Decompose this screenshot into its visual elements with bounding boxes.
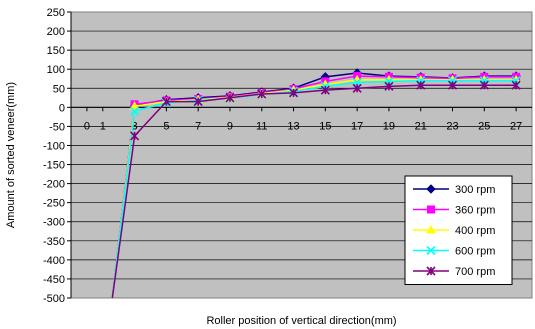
y-tick-label: -150 [43, 160, 65, 172]
legend-item: 360 rpm [413, 205, 495, 217]
data-point [384, 81, 394, 91]
y-tick-label: -450 [43, 274, 65, 286]
series-line [111, 75, 517, 299]
series-lines [111, 68, 521, 299]
y-tick-label: 200 [47, 26, 65, 38]
x-tick-label: 15 [319, 120, 331, 132]
y-tick-label: 150 [47, 45, 65, 57]
x-tick-label: 0 [84, 120, 90, 132]
data-point [257, 89, 267, 99]
legend-label: 400 rpm [455, 225, 495, 237]
legend-item: 400 rpm [413, 224, 495, 237]
y-tick-label: -300 [43, 217, 65, 229]
y-tick-label: 0 [59, 102, 65, 114]
data-point [511, 80, 521, 90]
data-point [130, 106, 140, 116]
x-tick-label: 5 [163, 120, 169, 132]
legend-label: 600 rpm [455, 246, 495, 258]
x-tick-label: 25 [478, 120, 490, 132]
legend: 300 rpm 360 rpm 400 rpm 600 rpm 700 rpm [404, 175, 513, 285]
x-tick-label: 13 [287, 120, 299, 132]
y-tick-label: -50 [49, 121, 65, 133]
data-point [320, 85, 330, 95]
series-5 [111, 80, 521, 299]
legend-item: 600 rpm [413, 246, 495, 258]
legend-item: 700 rpm [413, 266, 495, 278]
y-axis-ticks: -500-450-400-350-300-250-200-150-100-500… [43, 7, 72, 305]
x-tick-label: 3 [132, 120, 138, 132]
x-tick-label: 19 [383, 120, 395, 132]
data-point [352, 83, 362, 93]
data-point [288, 88, 299, 98]
y-tick-label: 250 [47, 7, 65, 19]
data-point [447, 80, 458, 90]
x-axis-title: Roller position of vertical direction(mm… [206, 315, 396, 327]
x-tick-label: 17 [351, 120, 363, 132]
y-tick-label: -100 [43, 140, 65, 152]
legend-item: 300 rpm [413, 184, 495, 196]
data-point [225, 93, 235, 103]
x-tick-label: 9 [227, 120, 233, 132]
y-tick-label: -250 [43, 198, 65, 210]
data-point [426, 245, 436, 256]
y-tick-label: -400 [43, 255, 65, 267]
x-tick-label: 23 [446, 120, 458, 132]
data-point [130, 131, 140, 141]
x-axis-ticks: 0 1 3 5 7 9 11 13 15 17 19 21 23 25 27 [84, 107, 522, 132]
x-tick-label: 11 [256, 120, 267, 132]
y-tick-label: 50 [53, 83, 65, 95]
data-point [426, 224, 436, 234]
data-point [426, 266, 436, 276]
data-point [161, 97, 171, 107]
x-tick-label: 7 [195, 120, 201, 132]
data-point [427, 205, 435, 214]
y-tick-label: -200 [43, 179, 65, 191]
x-tick-label: 1 [100, 120, 106, 132]
x-tick-label: 21 [415, 120, 427, 132]
data-point [426, 184, 436, 194]
data-point [129, 101, 140, 110]
series-line [111, 84, 517, 299]
x-tick-label: 27 [510, 120, 522, 132]
legend-label: 360 rpm [455, 205, 495, 217]
y-axis-title: Amount of sorted veneer(mm) [5, 82, 17, 228]
data-point [193, 97, 203, 107]
data-point [479, 80, 489, 90]
data-point [416, 80, 426, 90]
series-line [111, 79, 517, 299]
legend-label: 300 rpm [455, 184, 495, 196]
legend-label: 700 rpm [455, 266, 495, 278]
y-tick-label: -350 [43, 236, 65, 248]
y-tick-label: 100 [47, 64, 65, 76]
y-tick-label: -500 [43, 293, 65, 305]
